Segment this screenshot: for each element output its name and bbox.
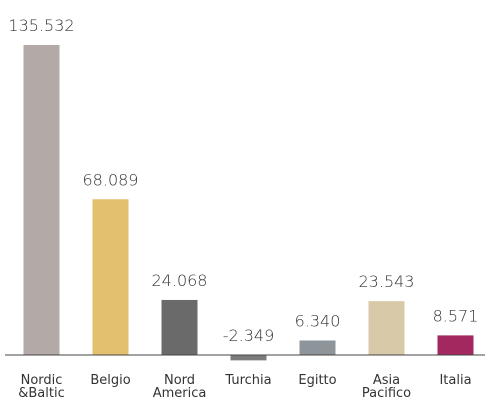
x-tick-label: Nordic &Baltic xyxy=(18,373,65,401)
value-label: 135.532 xyxy=(8,16,74,35)
x-tick-label: Nord America xyxy=(152,373,207,401)
value-label: 8.571 xyxy=(433,306,479,325)
x-tick-label: Italia xyxy=(439,373,472,388)
bar xyxy=(23,45,60,355)
bar xyxy=(92,199,129,355)
value-label: 6.340 xyxy=(295,311,341,330)
x-tick-label: Belgio xyxy=(90,373,131,388)
bar xyxy=(299,340,336,355)
bar xyxy=(368,301,405,355)
x-tick-label: Turchia xyxy=(225,373,272,388)
value-label: 24.068 xyxy=(152,271,208,290)
bar xyxy=(230,355,267,361)
x-tick-label: Asia Pacifico xyxy=(361,373,412,401)
bar xyxy=(161,299,198,355)
x-tick-label: Egitto xyxy=(298,373,337,388)
value-label: -2.349 xyxy=(223,326,275,345)
value-label: 68.089 xyxy=(83,170,139,189)
value-label: 23.543 xyxy=(359,272,415,291)
bar xyxy=(437,335,474,355)
